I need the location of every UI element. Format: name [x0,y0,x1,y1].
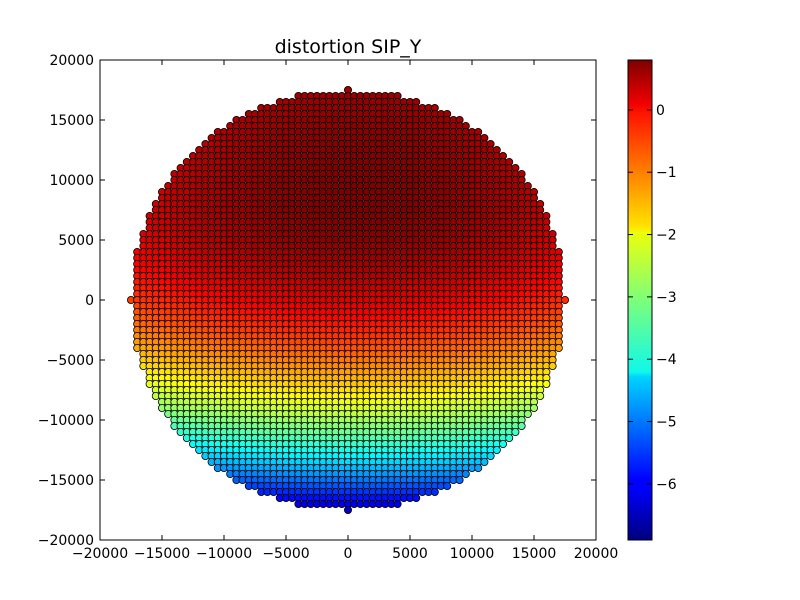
y-tick-label: −5000 [47,353,94,369]
x-tick-label: −10000 [196,546,252,562]
x-tick-label: 5000 [392,546,428,562]
colorbar-tick-label: −3 [656,290,677,306]
y-tick-label: 0 [85,293,94,309]
scatter-point [523,409,532,418]
scatter-point [443,481,452,490]
x-tick-label: −15000 [134,546,190,562]
scatter-point [511,427,520,436]
scatter-point [480,457,489,466]
y-tick-label: 15000 [49,113,94,129]
scatter-point [486,451,495,460]
scatter-points [127,86,570,514]
scatter-point [505,433,514,442]
colorbar-tick-label: −4 [656,352,677,368]
scatter-point [561,295,570,304]
y-tick-label: 5000 [58,233,94,249]
x-tick-label: 15000 [512,546,557,562]
scatter-point [474,463,483,472]
scatter-point [492,445,501,454]
chart-title: distortion SIP_Y [275,36,422,58]
y-tick-label: −20000 [38,533,94,549]
x-tick-label: 10000 [450,546,495,562]
colorbar: 0 −1 −2 −3 −4 −5 −6 [627,59,677,541]
y-tick-label: −15000 [38,473,94,489]
scatter-point [430,487,439,496]
colorbar-tick-label: −1 [656,165,677,181]
scatter-point [542,379,551,388]
scatter-point [530,403,539,412]
colorbar-tick-label: 0 [656,103,665,119]
scatter-point [393,499,402,508]
scatter-point [455,475,464,484]
scatter-point [517,421,526,430]
scatter-point [343,505,352,514]
scatter-point [461,469,470,478]
scatter-point [554,343,563,352]
x-tick-label: 0 [344,546,353,562]
y-tick-label: −10000 [38,413,94,429]
colorbar-gradient [628,60,652,540]
x-tick-label: 20000 [574,546,619,562]
x-tick-label: −5000 [262,546,309,562]
y-tick-label: 10000 [49,173,94,189]
scatter-point [536,391,545,400]
scatter-point [412,493,421,502]
scatter-point [498,439,507,448]
scatter-point [548,361,557,370]
colorbar-tick-label: −5 [656,415,677,431]
colorbar-tick-label: −2 [656,228,677,244]
colorbar-tick-label: −6 [656,477,677,493]
y-tick-label: 20000 [49,53,94,69]
